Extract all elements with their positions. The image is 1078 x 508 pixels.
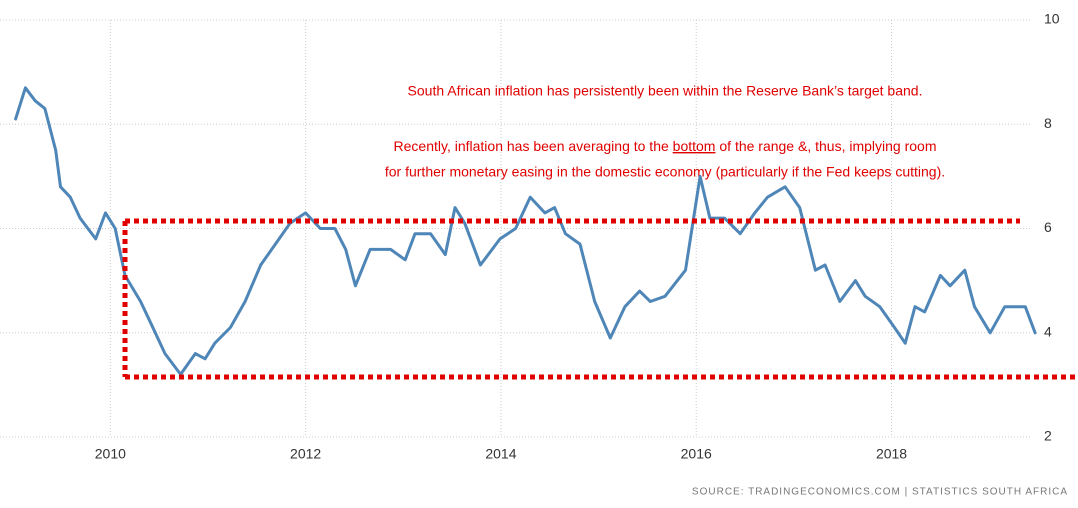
annotation-part: Recently, inflation has been averaging t…: [394, 138, 673, 154]
x-tick-label: 2012: [290, 446, 321, 462]
annotation: for further monetary easing in the domes…: [385, 164, 945, 180]
y-tick-label: 8: [1044, 115, 1052, 131]
annotation: South African inflation has persistently…: [408, 83, 923, 99]
x-tick-label: 2016: [681, 446, 712, 462]
y-tick-label: 6: [1044, 219, 1052, 235]
y-tick-label: 4: [1044, 323, 1052, 339]
x-tick-label: 2018: [876, 446, 907, 462]
annotation-part: of the range &, thus, implying room: [715, 138, 936, 154]
y-tick-label: 2: [1044, 428, 1052, 444]
grid: [0, 19, 1030, 438]
x-tick-label: 2010: [95, 446, 126, 462]
y-tick-label: 10: [1044, 11, 1060, 27]
source: SOURCE: TRADINGECONOMICS.COM | STATISTIC…: [692, 487, 1068, 498]
series-line: [14, 86, 1037, 376]
annotation-emphasis: bottom: [673, 138, 716, 154]
annotation: Recently, inflation has been averaging t…: [394, 138, 937, 154]
target-band: [122, 218, 1078, 380]
x-tick-label: 2014: [485, 446, 516, 462]
